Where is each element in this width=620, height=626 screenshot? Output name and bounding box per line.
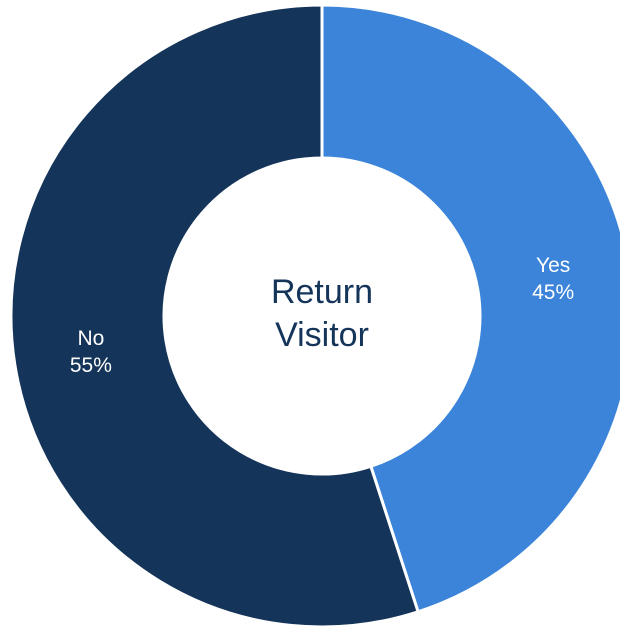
value-label: 55%: [70, 354, 112, 377]
donut-slice: [9, 3, 420, 626]
value-label: 45%: [532, 281, 574, 304]
slice-label: Yes: [536, 254, 570, 277]
donut-slice: [320, 3, 620, 614]
center-label: Return Visitor: [270, 273, 374, 354]
slice-label: No: [77, 327, 104, 350]
